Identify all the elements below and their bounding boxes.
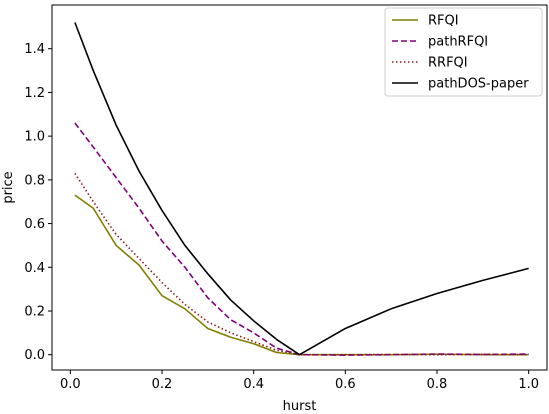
y-tick-label: 1.4	[24, 42, 45, 57]
x-tick-label: 0.0	[60, 377, 81, 392]
y-tick-label: 0.8	[24, 173, 45, 188]
x-tick-label: 0.6	[335, 377, 356, 392]
y-tick-label: 0.4	[24, 261, 45, 276]
x-axis-label: hurst	[283, 399, 317, 414]
plot-lines	[74, 22, 529, 356]
x-axis-ticks: 0.0 0.2 0.4 0.6 0.8 1.0	[60, 370, 539, 392]
x-tick-label: 0.4	[243, 377, 264, 392]
legend-label: pathDOS-paper	[428, 77, 529, 92]
y-tick-label: 0.6	[24, 217, 45, 232]
x-tick-label: 0.2	[152, 377, 173, 392]
x-tick-label: 1.0	[518, 377, 539, 392]
y-tick-label: 0.0	[24, 348, 45, 363]
y-axis-ticks: 0.0 0.2 0.4 0.6 0.8 1.0 1.2 1.4	[24, 42, 52, 363]
y-axis-label: price	[1, 171, 16, 203]
series-line-rrfqi	[74, 172, 529, 356]
legend-label: RFQI	[428, 14, 459, 29]
legend: RFQI pathRFQI RRFQI pathDOS-paper	[384, 7, 543, 97]
y-tick-label: 1.0	[24, 130, 45, 145]
y-tick-label: 1.2	[24, 86, 45, 101]
y-tick-label: 0.2	[24, 304, 45, 319]
plot-frame	[51, 4, 548, 371]
legend-box	[384, 7, 543, 97]
legend-label: RRFQI	[428, 56, 468, 71]
series-line-pathdos-paper	[74, 22, 529, 356]
x-tick-label: 0.8	[427, 377, 448, 392]
legend-label: pathRFQI	[428, 35, 488, 50]
